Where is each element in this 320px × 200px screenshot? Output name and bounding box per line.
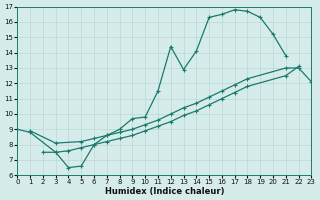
X-axis label: Humidex (Indice chaleur): Humidex (Indice chaleur) <box>105 187 224 196</box>
